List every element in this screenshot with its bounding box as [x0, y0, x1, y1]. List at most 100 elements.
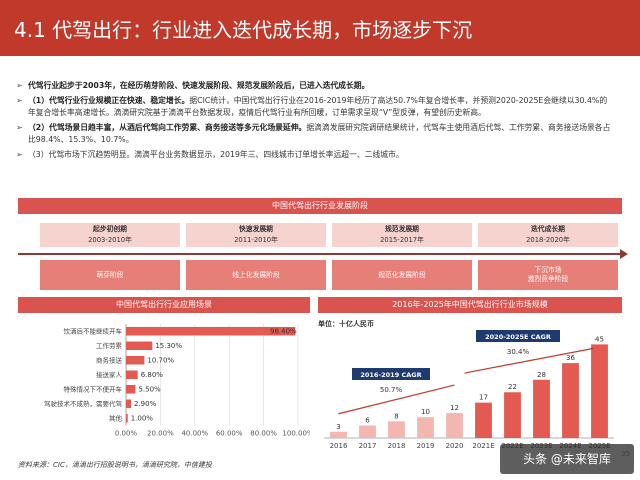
bar: [417, 417, 434, 438]
data-label: 5.50%: [138, 386, 161, 394]
data-label: 1.00%: [131, 415, 154, 423]
cagr-value: 30.4%: [507, 348, 530, 356]
data-label: 10: [421, 408, 430, 416]
bullet-text: 据CIC统计，中国代驾出行行业在2016-2019年经历了高达50.7%年复合增…: [28, 96, 608, 117]
stage-name: 规范发展期: [385, 225, 419, 233]
bullet-arrow-icon: ➢: [16, 81, 23, 90]
bar: [126, 370, 138, 379]
data-label: 3: [336, 423, 340, 431]
market-size-chart: 单位：十亿人民币 3 2016 6 2017 8 2018 10 2019 12 2020 17 202…: [318, 319, 614, 450]
stage-desc: 规范化发展阶段: [332, 260, 472, 290]
title-bar: 4.1 代驾出行：行业进入迭代成长期，市场逐步下沉: [0, 0, 640, 56]
bar: [475, 402, 492, 438]
stage-name: 迭代成长期: [531, 225, 565, 233]
bar: [591, 344, 608, 438]
data-label: 6: [365, 417, 370, 425]
bar: [388, 421, 405, 438]
cagr-label: 2020-2025E CAGR: [485, 333, 551, 341]
data-label: 22: [508, 383, 517, 391]
stage-box: 快速发展期 2011-2010年: [186, 223, 326, 247]
bullet-item: ➢ （3）代驾市场下沉趋势明显。滴滴平台业务数据显示，2019年三、四线城市订单…: [16, 149, 612, 161]
data-label: 28: [537, 371, 546, 379]
data-label: 8: [394, 412, 398, 420]
data-label: 36: [566, 354, 575, 362]
bar: [446, 413, 463, 438]
data-label: 6.80%: [141, 371, 164, 379]
x-tick-label: 80.00%: [250, 430, 277, 438]
bullet-arrow-icon: ➢: [16, 96, 23, 105]
timeline-line: [18, 253, 622, 255]
bullet-lead: （1）代驾行业行业规模正在快速、稳定增长。: [28, 96, 190, 105]
data-label: 10.70%: [147, 357, 174, 365]
watermark: 头条 @未来智库: [500, 444, 634, 474]
data-label: 17: [479, 394, 488, 402]
category-label: 饮酒后不能继续开车: [64, 327, 123, 336]
bullet-text: （3）代驾市场下沉趋势明显。滴滴平台业务数据显示，2019年三、四线城市订单增长…: [28, 150, 404, 159]
category-label: 驾驶技术不成熟，需要代驾: [44, 399, 122, 408]
x-tick-label: 0.00%: [115, 430, 138, 438]
x-tick-label: 2016: [330, 442, 348, 450]
scenario-chart-title: 中国代驾出行行业应用场景: [18, 297, 310, 313]
bullet-list: ➢ 代驾行业起步于2003年，在经历萌芽阶段、快速发展阶段、规范发展阶段后，已进…: [16, 80, 612, 164]
x-tick-label: 2017: [359, 442, 377, 450]
stage-years: 2011-2010年: [234, 236, 278, 244]
bar: [533, 379, 550, 438]
data-label: 2.90%: [134, 400, 157, 408]
bar: [562, 363, 579, 438]
x-tick-label: 40.00%: [181, 430, 208, 438]
bar: [359, 425, 376, 438]
x-tick-label: 2019: [417, 442, 435, 450]
bar: [504, 392, 521, 438]
category-label: 其他: [109, 414, 123, 423]
stage-box: 规范发展期 2015-2017年: [332, 223, 472, 247]
bar: [330, 431, 347, 438]
stage-band-title: 中国代驾出行行业发展阶段: [18, 198, 622, 214]
category-label: 特殊情况下不便开车: [64, 385, 123, 394]
bar: [126, 414, 128, 423]
x-tick-label: 2021E: [472, 442, 494, 450]
timeline-arrow-icon: [620, 249, 628, 259]
stage-desc: 下沉市场 激烈竞争阶段: [478, 260, 618, 290]
unit-label: 单位：十亿人民币: [318, 319, 374, 328]
stage-years: 2015-2017年: [380, 236, 424, 244]
data-label: 98.40%: [270, 328, 297, 336]
bullet-lead: 代驾行业起步于2003年，在经历萌芽阶段、快速发展阶段、规范发展阶段后，已进入迭…: [28, 81, 370, 90]
data-label: 45: [595, 335, 604, 343]
stage-box: 起步初创期 2003-2010年: [40, 223, 180, 247]
bar: [126, 399, 131, 408]
stage-name: 快速发展期: [239, 225, 273, 233]
cagr-value: 50.7%: [380, 386, 403, 394]
scenario-bar-chart: 0.00% 20.00% 40.00% 60.00% 80.00% 100.00% 饮酒后不…: [44, 324, 310, 438]
source-note: 资料来源：CIC，滴滴出行招股说明书，滴滴研究院，中信建投: [18, 461, 212, 469]
stage-name: 起步初创期: [93, 225, 127, 233]
category-label: 商务接送: [96, 356, 123, 365]
stage-box: 迭代成长期 2018-2020年: [478, 223, 618, 247]
x-tick-label: 2020: [446, 442, 464, 450]
page-title: 4.1 代驾出行：行业进入迭代成长期，市场逐步下沉: [14, 18, 473, 42]
cagr-box: [352, 368, 430, 380]
stage-desc: 萌芽阶段: [40, 260, 180, 290]
x-tick-label: 100.00%: [282, 430, 310, 438]
bar: [126, 385, 136, 394]
stage-years: 2003-2010年: [88, 236, 132, 244]
bullet-text: 据滴滴发展研究院调研结果统计，代驾车主使用酒后代驾、工作劳累、商务接送场景各占比…: [28, 123, 611, 144]
data-label: 12: [450, 404, 459, 412]
cagr-label: 2016-2019 CAGR: [360, 371, 421, 379]
x-tick-label: 20.00%: [147, 430, 174, 438]
data-label: 15.30%: [155, 342, 182, 350]
bullet-lead: （2）代驾场景日趋丰富，从酒后代驾向工作劳累、商务接送等多元化场景延伸。: [28, 123, 307, 132]
bar: [126, 341, 153, 350]
category-label: 接送家人: [96, 370, 123, 379]
market-chart-title: 2016年-2025年中国代驾出行行业市场规模: [318, 297, 622, 313]
x-tick-label: 2018: [388, 442, 406, 450]
bullet-arrow-icon: ➢: [16, 123, 23, 132]
bullet-item: ➢ （2）代驾场景日趋丰富，从酒后代驾向工作劳累、商务接送等多元化场景延伸。据滴…: [16, 122, 612, 146]
stage-years: 2018-2020年: [526, 236, 570, 244]
bullet-item: ➢ （1）代驾行业行业规模正在快速、稳定增长。据CIC统计，中国代驾出行行业在2…: [16, 95, 612, 119]
bar: [126, 327, 296, 336]
bullet-item: ➢ 代驾行业起步于2003年，在经历萌芽阶段、快速发展阶段、规范发展阶段后，已进…: [16, 80, 612, 92]
stage-desc: 线上化发展阶段: [186, 260, 326, 290]
bullet-arrow-icon: ➢: [16, 150, 23, 159]
bar: [126, 356, 145, 365]
trend-arrow-forecast: [464, 347, 594, 374]
